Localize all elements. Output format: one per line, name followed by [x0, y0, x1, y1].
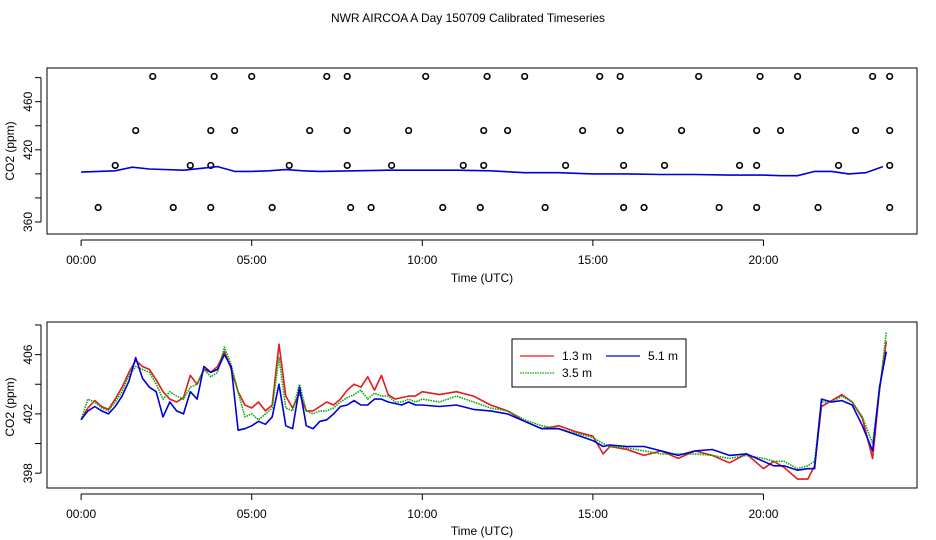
top-marker-point	[111, 161, 119, 170]
top-marker-point	[343, 72, 351, 81]
top-y-tick-label: 460	[21, 91, 35, 111]
top-marker-point	[753, 203, 761, 212]
top-marker-point	[851, 126, 860, 135]
top-y-tick-label: 360	[21, 212, 35, 232]
top-marker-point	[210, 72, 218, 81]
top-marker-point	[814, 203, 822, 212]
bottom-series	[80, 332, 888, 480]
top-marker-point	[886, 161, 894, 170]
bottom-series-3-5-m	[80, 332, 888, 470]
top-marker-point	[695, 72, 703, 81]
top-x-tick-label: 10:00	[407, 253, 437, 267]
bottom-y-tick-label: 402	[21, 404, 35, 424]
top-marker-point	[248, 72, 256, 81]
top-marker-point	[756, 72, 764, 81]
bottom-x-axis: 00:00 05:00 10:00 15:00 20:00	[66, 493, 779, 521]
top-marker-point	[793, 72, 802, 81]
top-marker-point	[660, 161, 669, 170]
top-marker-point	[132, 126, 140, 135]
top-marker-point	[483, 72, 491, 81]
top-marker-point	[169, 203, 177, 212]
top-x-tick-label: 15:00	[578, 253, 608, 267]
bottom-x-tick-label: 20:00	[748, 507, 778, 521]
top-marker-point	[306, 126, 314, 135]
top-marker-point	[268, 203, 276, 212]
top-marker-point	[149, 72, 157, 81]
top-marker-point	[776, 126, 785, 135]
bottom-x-tick-label: 15:00	[578, 507, 608, 521]
top-marker-point	[231, 126, 239, 135]
top-marker-point	[347, 203, 355, 212]
top-marker-point	[476, 203, 484, 212]
top-marker-point	[579, 126, 587, 135]
top-x-tick-label: 00:00	[66, 253, 96, 267]
top-marker-point	[735, 161, 744, 170]
figure-title: NWR AIRCOA A Day 150709 Calibrated Times…	[331, 11, 605, 25]
top-marker-point	[439, 203, 447, 212]
top-series	[81, 165, 884, 177]
top-marker-point	[886, 72, 894, 81]
top-marker-point	[715, 203, 723, 212]
top-marker-point	[285, 161, 293, 170]
top-marker-point	[343, 126, 351, 135]
top-marker-point	[596, 72, 604, 81]
top-marker-point	[616, 72, 624, 81]
top-marker-point	[186, 161, 194, 170]
legend-box	[511, 338, 687, 388]
top-marker-point	[405, 126, 413, 135]
legend-label-5-1m: 5.1 m	[648, 349, 678, 363]
top-x-axis: 00:00 05:00 10:00 15:00 20:00	[66, 239, 779, 267]
bottom-y-tick-label: 406	[21, 344, 35, 364]
top-marker-point	[619, 203, 628, 212]
top-marker-point	[677, 126, 686, 135]
top-y-axis-label: CO2 (ppm)	[3, 121, 17, 180]
legend-label-1-3m: 1.3 m	[562, 349, 592, 363]
top-x-axis-label: Time (UTC)	[451, 271, 513, 285]
top-marker-point	[869, 72, 877, 81]
top-marker-point	[387, 161, 396, 170]
top-marker-point	[561, 161, 570, 170]
top-y-tick-label: 420	[21, 139, 35, 159]
top-x-tick-label: 20:00	[748, 253, 778, 267]
top-marker-point	[886, 203, 894, 212]
top-marker-point	[886, 126, 894, 135]
bottom-plot-frame	[46, 321, 918, 489]
top-marker-point	[207, 203, 215, 212]
bottom-x-tick-label: 05:00	[237, 507, 267, 521]
bottom-x-tick-label: 00:00	[66, 507, 96, 521]
legend-label-3-5m: 3.5 m	[562, 366, 592, 380]
top-marker-point	[480, 161, 488, 170]
top-marker-point	[367, 203, 375, 212]
top-marker-point	[541, 203, 549, 212]
top-marker-point	[422, 72, 430, 81]
bottom-x-tick-label: 10:00	[407, 507, 437, 521]
legend: 1.3 m 5.1 m 3.5 m	[511, 338, 687, 388]
top-marker-point	[640, 203, 648, 212]
bottom-y-axis-label: CO2 (ppm)	[3, 377, 17, 436]
top-marker-point	[94, 203, 102, 212]
top-marker-point	[834, 161, 843, 170]
top-marker-point	[480, 126, 488, 135]
top-marker-point	[323, 72, 331, 81]
top-plot-frame	[46, 67, 918, 235]
top-marker-point	[619, 161, 628, 170]
bottom-y-axis: 398 402 406	[21, 324, 42, 483]
top-marker-point	[207, 161, 215, 170]
bottom-x-axis-label: Time (UTC)	[451, 524, 513, 538]
top-markers	[94, 72, 894, 212]
top-marker-point	[343, 161, 351, 170]
top-series-co2-timeseries	[81, 165, 884, 177]
top-y-axis: 360 420 460	[21, 77, 42, 232]
top-marker-point	[207, 126, 215, 135]
top-x-tick-label: 05:00	[237, 253, 267, 267]
top-marker-point	[459, 161, 467, 170]
top-marker-point	[521, 72, 529, 81]
top-marker-point	[616, 126, 624, 135]
top-marker-point	[503, 126, 512, 135]
bottom-series-5-1-m	[80, 351, 888, 472]
top-marker-point	[753, 126, 761, 135]
bottom-y-tick-label: 398	[21, 463, 35, 483]
top-marker-point	[753, 161, 761, 170]
